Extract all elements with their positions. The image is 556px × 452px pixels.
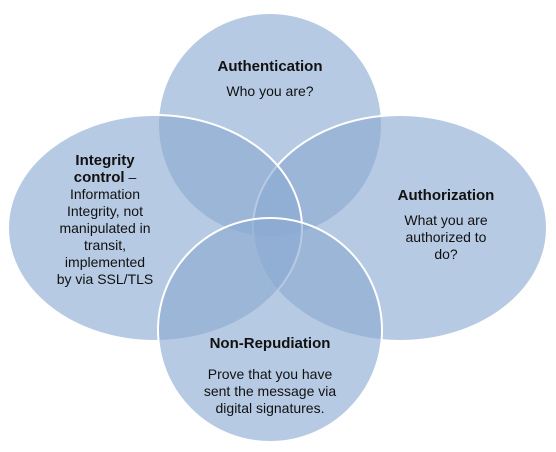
non-repudiation-text-3: digital signatures. — [215, 400, 325, 416]
integrity-text-3: manipulated in — [59, 220, 151, 236]
integrity-text-2: Integrity, not — [66, 203, 143, 219]
integrity-text-1: Information — [69, 186, 141, 202]
label-integrity: Integrity control – Information Integrit… — [40, 152, 170, 288]
non-repudiation-text-2: sent the message via — [203, 383, 337, 399]
integrity-title-1: Integrity — [75, 152, 135, 169]
authentication-text: Who you are? — [226, 83, 314, 99]
authorization-text-1: What you are — [404, 212, 488, 228]
authorization-text-3: do? — [434, 246, 458, 262]
non-repudiation-title: Non-Repudiation — [209, 335, 331, 352]
integrity-text-6: by via SSL/TLS — [56, 271, 154, 287]
non-repudiation-text-1: Prove that you have — [207, 366, 333, 382]
integrity-title-2: control — [73, 169, 125, 186]
authorization-title: Authorization — [397, 187, 495, 204]
label-authorization: Authorization What you are authorized to… — [372, 187, 520, 263]
integrity-text-5: implemented — [64, 254, 146, 270]
label-non-repudiation: Non-Repudiation Prove that you have sent… — [175, 335, 365, 417]
label-authentication: Authentication Who you are? — [180, 58, 360, 100]
circle-non-repudiation — [157, 217, 383, 443]
authorization-text-2: authorized to — [405, 229, 487, 245]
integrity-dash: – — [124, 169, 137, 185]
integrity-text-4: transit, — [83, 237, 126, 253]
authentication-title: Authentication — [217, 58, 323, 75]
